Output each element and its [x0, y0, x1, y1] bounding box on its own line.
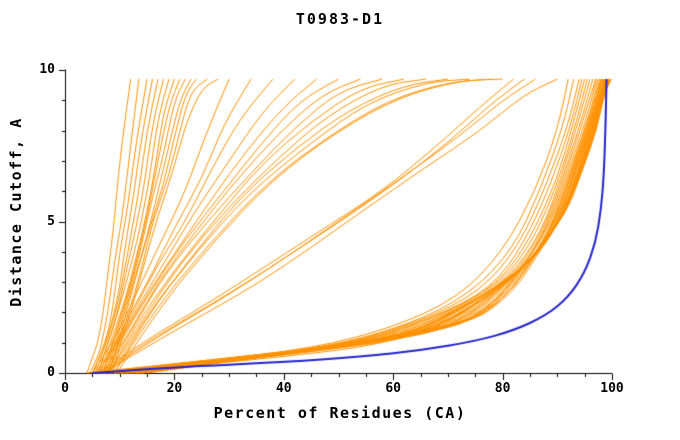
y-tick-label: 0: [47, 365, 55, 380]
y-tick-label: 10: [39, 62, 55, 77]
y-axis-label: Distance Cutoff, A: [7, 117, 25, 307]
x-tick-label: 0: [61, 381, 69, 396]
y-tick-label: 5: [47, 213, 55, 229]
x-tick-label: 80: [494, 381, 511, 396]
x-tick-label: 20: [166, 381, 183, 396]
x-tick-label: 100: [600, 381, 624, 396]
plot-title: T0983-D1: [295, 10, 385, 28]
x-tick-label: 60: [385, 381, 402, 396]
x-axis-label: Percent of Residues (CA): [213, 404, 467, 422]
x-tick-label: 40: [275, 381, 292, 396]
